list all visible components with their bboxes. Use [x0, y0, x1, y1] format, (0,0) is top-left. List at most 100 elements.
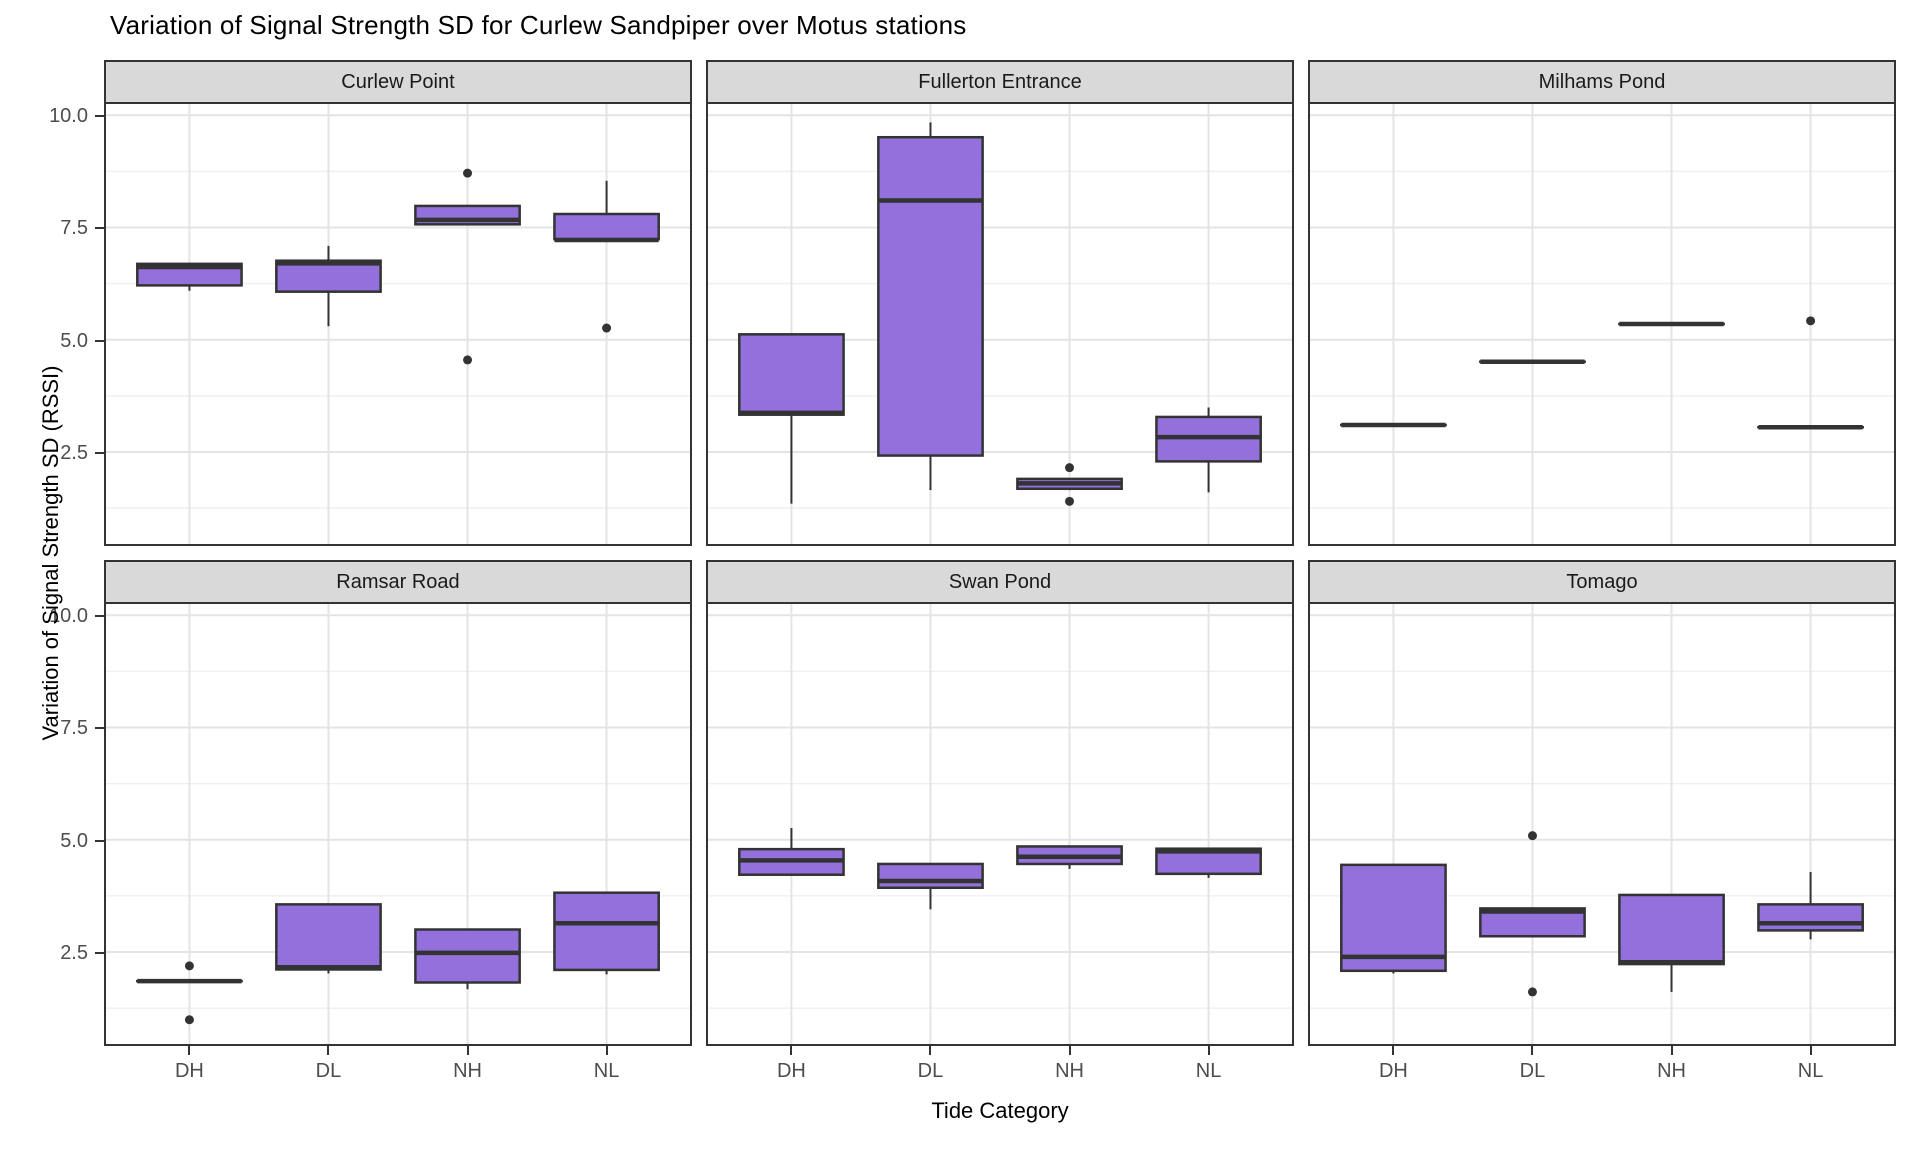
- y-axis-title: Variation of Signal Strength SD (RSSI): [38, 365, 63, 741]
- outlier-point: [184, 1015, 194, 1025]
- x-tick-mark: [605, 1046, 608, 1055]
- y-tick-mark: [95, 839, 104, 842]
- x-tick-mark: [1809, 1046, 1812, 1055]
- outlier-point: [1527, 987, 1537, 997]
- box-iqr: [1757, 903, 1864, 932]
- x-tick-label-nl: NL: [1195, 1060, 1222, 1082]
- y-tick-label: 10.0: [49, 105, 88, 128]
- boxplot-tomago-dl: [1479, 831, 1586, 997]
- chart-title: Variation of Signal Strength SD for Curl…: [110, 10, 967, 40]
- box-iqr: [414, 928, 521, 984]
- facet-panel-swan-pond: [706, 604, 1294, 1046]
- facet-strip-ramsar-road: Ramsar Road: [104, 560, 692, 604]
- y-tick-mark: [95, 615, 104, 618]
- y-tick-label: 2.5: [60, 441, 88, 464]
- x-tick-label-dl: DL: [917, 1060, 944, 1082]
- boxplot-curlew-point-dl: [275, 245, 382, 327]
- x-tick-mark: [790, 1046, 793, 1055]
- facet-strip-milhams-pond: Milhams Pond: [1308, 60, 1896, 104]
- boxplot-ramsar-road-nl: [553, 891, 660, 975]
- facet-strip-tomago: Tomago: [1308, 560, 1896, 604]
- panel-plot-area: [106, 104, 690, 544]
- outlier-point: [184, 961, 194, 971]
- boxplot-curlew-point-dh: [136, 262, 243, 291]
- boxplot-ramsar-road-dl: [275, 903, 382, 974]
- boxplot-swan-pond-nl: [1155, 847, 1262, 878]
- x-tick-label-dh: DH: [776, 1060, 806, 1082]
- x-tick-label-nl: NL: [593, 1060, 620, 1082]
- box-iqr: [1618, 893, 1725, 966]
- outlier-point: [1806, 316, 1816, 326]
- boxplot-fullerton-entrance-nh: [1016, 463, 1123, 506]
- facet-panel-curlew-point: [104, 104, 692, 546]
- y-tick-label: 7.5: [60, 217, 88, 240]
- x-tick-mark: [1068, 1046, 1071, 1055]
- boxplot-curlew-point-nh: [414, 168, 521, 365]
- boxplot-swan-pond-dh: [738, 828, 845, 876]
- box-iqr: [553, 891, 660, 972]
- box-iqr: [877, 135, 984, 457]
- boxplot-ramsar-road-nh: [414, 928, 521, 990]
- y-tick-mark: [95, 115, 104, 118]
- x-tick-mark: [327, 1046, 330, 1055]
- box-iqr: [553, 212, 660, 241]
- facet-strip-fullerton-entrance: Fullerton Entrance: [706, 60, 1294, 104]
- facet-strip-curlew-point: Curlew Point: [104, 60, 692, 104]
- boxplot-fullerton-entrance-dh: [738, 333, 845, 504]
- y-tick-label: 10.0: [49, 605, 88, 628]
- boxplot-fullerton-entrance-nl: [1155, 407, 1262, 493]
- panel-plot-area: [106, 604, 690, 1044]
- outlier-point: [1065, 496, 1075, 506]
- boxplot-curlew-point-nl: [553, 180, 660, 333]
- x-tick-label-dh: DH: [1378, 1060, 1408, 1082]
- outlier-point: [1065, 463, 1075, 473]
- box-iqr: [738, 333, 845, 416]
- facet-panel-milhams-pond: [1308, 104, 1896, 546]
- box-iqr: [1340, 863, 1447, 973]
- y-tick-mark: [95, 951, 104, 954]
- y-tick-mark: [95, 727, 104, 730]
- x-tick-label-nh: NH: [1055, 1060, 1084, 1082]
- x-tick-label-dl: DL: [1519, 1060, 1546, 1082]
- x-tick-mark: [1207, 1046, 1210, 1055]
- x-tick-label-dl: DL: [315, 1060, 342, 1082]
- panel-plot-area: [708, 104, 1292, 544]
- x-axis-title: Tide Category: [931, 1098, 1069, 1123]
- box-iqr: [877, 862, 984, 890]
- panel-plot-area: [708, 604, 1292, 1044]
- x-tick-mark: [1531, 1046, 1534, 1055]
- boxplot-swan-pond-nh: [1016, 845, 1123, 869]
- y-tick-label: 2.5: [60, 941, 88, 964]
- boxplot-tomago-dh: [1340, 863, 1447, 974]
- box-iqr: [275, 903, 382, 971]
- facet-strip-swan-pond: Swan Pond: [706, 560, 1294, 604]
- facet-panel-tomago: [1308, 604, 1896, 1046]
- y-tick-label: 5.0: [60, 329, 88, 352]
- outlier-point: [463, 168, 473, 178]
- x-tick-mark: [188, 1046, 191, 1055]
- panel-plot-area: [1310, 604, 1894, 1044]
- boxplot-tomago-nh: [1618, 893, 1725, 992]
- outlier-point: [602, 323, 612, 333]
- facet-panel-fullerton-entrance: [706, 104, 1294, 546]
- x-tick-label-nh: NH: [453, 1060, 482, 1082]
- y-tick-mark: [95, 227, 104, 230]
- boxplot-milhams-pond-nl: [1757, 316, 1864, 430]
- boxplot-fullerton-entrance-dl: [877, 122, 984, 491]
- x-tick-label-nh: NH: [1657, 1060, 1686, 1082]
- x-tick-mark: [929, 1046, 932, 1055]
- box-iqr: [275, 259, 382, 293]
- x-tick-label-dh: DH: [174, 1060, 204, 1082]
- boxplot-ramsar-road-dh: [136, 961, 243, 1025]
- x-tick-mark: [1670, 1046, 1673, 1055]
- boxplot-swan-pond-dl: [877, 862, 984, 910]
- y-tick-label: 5.0: [60, 829, 88, 852]
- x-tick-label-nl: NL: [1797, 1060, 1824, 1082]
- x-tick-mark: [466, 1046, 469, 1055]
- outlier-point: [1527, 831, 1537, 841]
- outlier-point: [463, 355, 473, 365]
- facet-panel-ramsar-road: [104, 604, 692, 1046]
- y-tick-mark: [95, 451, 104, 454]
- x-tick-mark: [1392, 1046, 1395, 1055]
